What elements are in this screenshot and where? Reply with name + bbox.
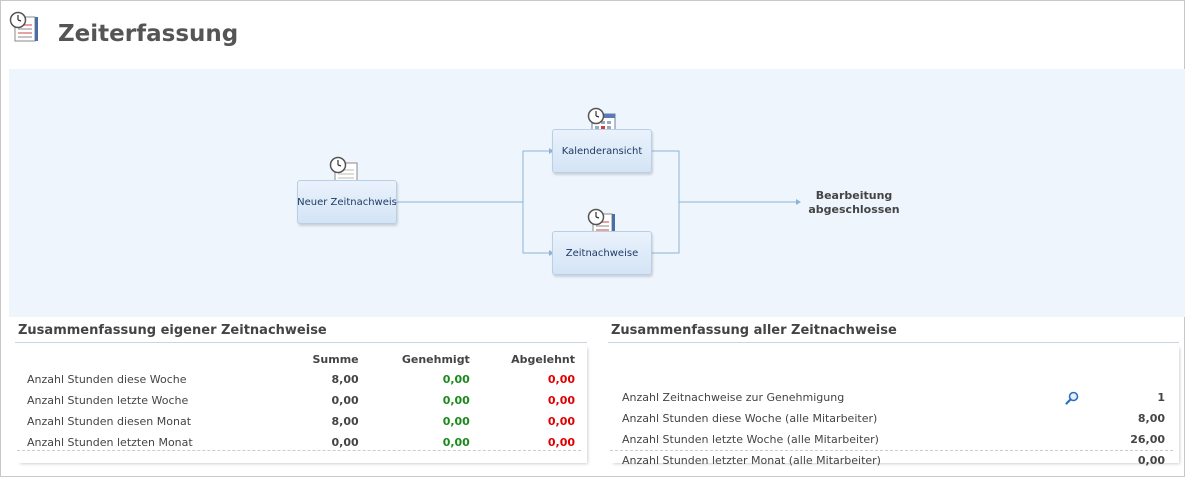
calendar-view-button[interactable]: Kalenderansicht [552,129,652,173]
col-header-rejected: Abgelehnt [511,352,575,366]
rejected-value: 0,00 [547,415,575,428]
panel-divider [17,450,581,451]
row-label: Anzahl Zeitnachweise zur Genehmigung [622,391,845,404]
row-label: Anzahl Stunden letzten Monat [27,436,193,449]
row-value: 0,00 [1137,454,1165,467]
all-summary-body: Anzahl Zeitnachweise zur Genehmigung 1 A… [608,343,1179,467]
row-label: Anzahl Stunden letzte Woche [27,394,189,407]
workflow-connectors [397,148,801,256]
row-value: 8,00 [1137,412,1165,425]
approved-value: 0,00 [442,373,470,386]
own-summary-body: Summe Genehmigt Abgelehnt Anzahl Stunden… [15,343,587,463]
sum-value: 8,00 [331,373,359,386]
sum-value: 0,00 [331,394,359,407]
col-header-approved: Genehmigt [401,352,470,366]
row-label: Anzahl Stunden letzter Monat (alle Mitar… [622,454,881,467]
row-label: Anzahl Stunden letzte Woche (alle Mitarb… [622,433,879,446]
calendar-view-label: Kalenderansicht [561,145,643,157]
approved-value: 0,00 [442,415,470,428]
sum-value: 8,00 [331,415,359,428]
own-summary-table: Summe Genehmigt Abgelehnt Anzahl Stunden… [27,349,577,453]
col-header-sum: Summe [312,352,359,366]
table-row: Anzahl Stunden letzter Monat (alle Mitar… [622,450,1167,471]
workflow-diagram: Neuer Zeitnachweis Kalenderansicht [9,69,1185,317]
timesheet-clock-icon [9,11,38,42]
all-summary-title: Zusammenfassung aller Zeitnachweise [608,321,1179,343]
end-label-line2: abgeschlossen [808,203,900,216]
own-summary-panel: Zusammenfassung eigener Zeitnachweise Su… [15,321,587,469]
row-label: Anzahl Stunden diese Woche [27,373,187,386]
own-summary-title: Zusammenfassung eigener Zeitnachweise [15,321,587,343]
table-row: Anzahl Stunden letzte Woche (alle Mitarb… [622,429,1167,450]
all-summary-panel: Zusammenfassung aller Zeitnachweise Anza… [608,321,1179,469]
row-label: Anzahl Stunden diese Woche (alle Mitarbe… [622,412,878,425]
approved-value: 0,00 [442,436,470,449]
table-row: Anzahl Zeitnachweise zur Genehmigung 1 [622,387,1167,408]
rejected-value: 0,00 [547,394,575,407]
table-row: Anzahl Stunden letzte Woche 0,00 0,00 0,… [27,390,577,411]
new-timesheet-label: Neuer Zeitnachweis [297,196,397,208]
table-row: Anzahl Stunden diesen Monat 8,00 0,00 0,… [27,411,577,432]
row-value: 26,00 [1130,433,1165,446]
row-value: 1 [1157,391,1165,404]
table-row: Anzahl Stunden diese Woche 8,00 0,00 0,0… [27,369,577,390]
table-header-row: Summe Genehmigt Abgelehnt [27,349,577,369]
rejected-value: 0,00 [547,436,575,449]
panel-divider [610,450,1173,451]
row-label: Anzahl Stunden diesen Monat [27,415,192,428]
table-row: Anzahl Stunden diese Woche (alle Mitarbe… [622,408,1167,429]
workflow-end-label: Bearbeitung abgeschlossen [799,189,909,217]
timesheets-button[interactable]: Zeitnachweise [552,231,652,275]
magnifier-icon[interactable] [1065,391,1079,405]
all-summary-table: Anzahl Zeitnachweise zur Genehmigung 1 A… [622,387,1167,471]
end-label-line1: Bearbeitung [815,189,893,202]
table-row: Anzahl Stunden letzten Monat 0,00 0,00 0… [27,432,577,453]
rejected-value: 0,00 [547,373,575,386]
new-timesheet-button[interactable]: Neuer Zeitnachweis [297,180,397,224]
page-title: Zeiterfassung [58,21,239,47]
sum-value: 0,00 [331,436,359,449]
new-document-icon [329,156,358,186]
approved-value: 0,00 [442,394,470,407]
timesheets-label: Zeitnachweise [565,247,639,259]
